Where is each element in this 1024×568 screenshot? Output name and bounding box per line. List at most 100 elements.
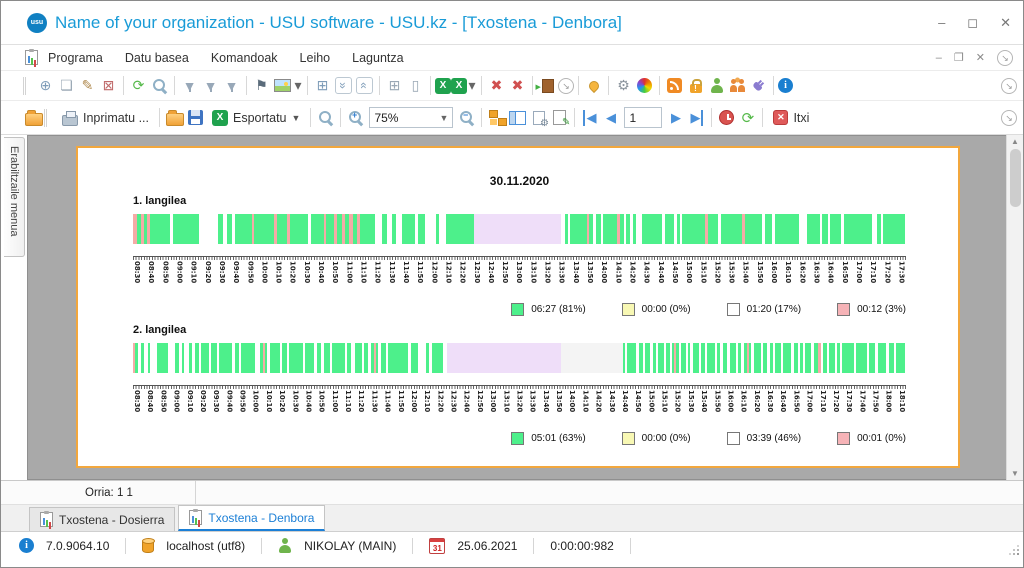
legend-item: 01:20 (17%): [726, 301, 801, 318]
delete-record-icon[interactable]: ⊠: [102, 77, 115, 93]
preview-status-row: Orria: 1 1: [1, 480, 1023, 504]
add-record-icon[interactable]: ⊕: [39, 77, 52, 93]
maximize-button[interactable]: ◻: [967, 14, 979, 30]
open-report-button[interactable]: [164, 107, 185, 129]
toolbar-drag-handle[interactable]: [44, 108, 50, 127]
filter-icon[interactable]: ▼: [179, 75, 200, 97]
legend-swatch: [837, 432, 851, 445]
chevron-down-icon: ▼: [439, 112, 449, 123]
settings-gear-icon[interactable]: ⚙: [617, 77, 630, 93]
menu-item-programa[interactable]: Programa: [48, 50, 103, 65]
blank-page-icon[interactable]: ▯: [411, 77, 420, 93]
next-page-button[interactable]: ▶: [665, 107, 686, 129]
close-window-icon[interactable]: ✖: [490, 77, 503, 93]
edit-record-icon[interactable]: ✎: [81, 77, 94, 93]
location-pin-icon[interactable]: [583, 75, 604, 97]
database-text[interactable]: localhost (utf8): [166, 538, 246, 553]
user-key-icon[interactable]: [706, 75, 727, 97]
timeline-bar: [133, 343, 906, 373]
filter-edit-icon[interactable]: ▼: [200, 75, 221, 97]
date-text[interactable]: 25.06.2021: [457, 538, 518, 553]
toolbar-drag-handle[interactable]: [23, 76, 29, 95]
about-info-icon[interactable]: i: [778, 78, 793, 93]
security-lock-icon[interactable]: [685, 75, 706, 97]
expand-all-icon[interactable]: «: [356, 77, 373, 94]
close-button[interactable]: ✕: [1000, 14, 1011, 30]
page-number-input[interactable]: [624, 107, 663, 128]
export-excel-options-icon[interactable]: X: [451, 77, 467, 94]
filter-check-icon[interactable]: ▼: [221, 75, 242, 97]
user-groups-icon[interactable]: [727, 75, 748, 97]
report-date-title: 30.11.2020: [489, 174, 550, 188]
image-caret-icon[interactable]: ▾: [294, 77, 302, 93]
close-all-windows-icon[interactable]: ✖: [511, 77, 524, 93]
export-caret-icon[interactable]: ▾: [468, 77, 476, 93]
tick-label: 14:20: [594, 390, 603, 413]
add-row-icon[interactable]: ⊞: [388, 77, 401, 93]
tick-label: 09:20: [198, 390, 207, 413]
table-insert-icon[interactable]: ⊞: [316, 77, 329, 93]
print-button[interactable]: Inprimatu ...: [56, 108, 155, 128]
panels-button[interactable]: [507, 107, 528, 129]
color-wheel-icon[interactable]: [634, 75, 655, 97]
menu-item-laguntza[interactable]: Laguntza: [352, 50, 404, 65]
user-text[interactable]: NIKOLAY (MAIN): [304, 538, 397, 553]
print-preview-button[interactable]: [315, 107, 336, 129]
user-menu-vertical-tab[interactable]: Erabiltzaile menua: [4, 137, 25, 257]
export-excel-icon[interactable]: X: [435, 77, 451, 94]
close-preview-button[interactable]: ✕ Itxi: [767, 108, 815, 127]
edit-report-button[interactable]: [549, 107, 570, 129]
mdi-close-button[interactable]: ✕: [975, 52, 985, 64]
tick-label: 09:10: [185, 390, 194, 413]
structure-tree-button[interactable]: [486, 107, 507, 129]
tick-label: 14:10: [614, 261, 623, 284]
scroll-up-icon[interactable]: ▲: [1011, 137, 1019, 146]
save-report-button[interactable]: [185, 107, 206, 129]
search-icon[interactable]: [149, 75, 170, 97]
refresh-data-icon[interactable]: ⟳: [132, 77, 145, 93]
scrollbar-thumb[interactable]: [1009, 149, 1021, 207]
previous-page-icon: ◀: [605, 109, 616, 125]
zoom-out-button[interactable]: −: [456, 107, 477, 129]
exit-door-icon[interactable]: [536, 75, 558, 97]
menu-bar: Programa Datu basea Komandoak Leiho Laguntza…: [1, 45, 1023, 71]
resize-grip[interactable]: [1009, 545, 1019, 555]
folder-icon: [24, 109, 43, 126]
menu-item-datu-basea[interactable]: Datu basea: [124, 50, 189, 65]
mdi-minimize-button[interactable]: –: [935, 51, 942, 64]
rss-feed-icon[interactable]: [664, 75, 685, 97]
zoom-level-select[interactable]: 75% ▼: [369, 107, 454, 128]
zoom-in-button[interactable]: +: [345, 107, 366, 129]
image-icon[interactable]: [272, 75, 293, 97]
last-page-button[interactable]: ▶: [686, 107, 707, 129]
legend-swatch: [511, 303, 525, 316]
refresh-report-button[interactable]: ⟳: [737, 107, 758, 129]
page-setup-button[interactable]: [528, 107, 549, 129]
copy-record-icon[interactable]: ❏: [60, 77, 73, 93]
menu-item-komandoak[interactable]: Komandoak: [210, 50, 278, 65]
tick-label: 18:10: [897, 390, 906, 413]
stop-button[interactable]: [716, 107, 737, 129]
tick-label: 16:50: [840, 261, 849, 284]
tick-label: 14:40: [620, 390, 629, 413]
minimize-button[interactable]: –: [938, 14, 946, 30]
menu-item-leiho[interactable]: Leiho: [299, 50, 331, 65]
tab-txostena-dosierra[interactable]: Txostena - Dosierra: [29, 507, 176, 531]
previous-page-button[interactable]: ◀: [600, 107, 621, 129]
first-page-button[interactable]: ◀: [579, 107, 600, 129]
tick-label: 11:00: [330, 390, 339, 413]
scroll-down-icon[interactable]: ▼: [1011, 469, 1019, 478]
plugin-plug-icon[interactable]: [748, 75, 769, 97]
export-button[interactable]: X Esportatu ▼: [206, 108, 306, 128]
vertical-scrollbar[interactable]: ▲ ▼: [1006, 135, 1023, 480]
menubar-overflow-button[interactable]: ↘: [997, 49, 1013, 66]
tick-label: 16:10: [784, 261, 793, 284]
flag-icon[interactable]: ⚑: [255, 77, 268, 93]
tab-txostena-denbora[interactable]: Txostena - Denbora: [178, 505, 326, 531]
mdi-restore-button[interactable]: ❐: [953, 52, 964, 64]
user-menu-folder-button[interactable]: [23, 107, 44, 129]
preview-toolbar-overflow-button[interactable]: ↘: [1001, 109, 1017, 126]
overflow-1-icon[interactable]: ↘: [558, 77, 574, 94]
main-toolbar-overflow-button[interactable]: ↘: [1001, 77, 1017, 94]
collapse-all-icon[interactable]: »: [335, 77, 352, 94]
